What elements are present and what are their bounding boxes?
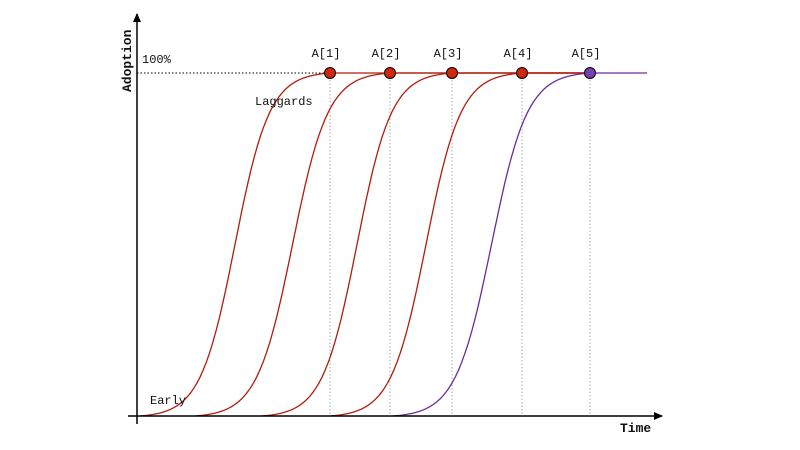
milestone-label: A[3] xyxy=(434,47,463,61)
milestone-label: A[2] xyxy=(372,47,401,61)
adoption-curve xyxy=(392,72,647,417)
milestone-marker xyxy=(516,67,528,79)
milestone-label: A[5] xyxy=(572,47,601,61)
milestone-marker xyxy=(324,67,336,79)
full-label: 100% xyxy=(142,53,172,67)
early-label: Early xyxy=(150,394,186,408)
markers: A[1] A[2] A[3] A[4] A[5] xyxy=(312,47,601,79)
adoption-curve xyxy=(329,72,590,417)
adoption-curve xyxy=(261,72,590,417)
milestone-marker xyxy=(584,67,596,79)
milestone-label: A[1] xyxy=(312,47,341,61)
adoption-curve xyxy=(139,72,590,417)
x-axis-label: Time xyxy=(620,421,651,436)
milestone-label: A[4] xyxy=(504,47,533,61)
y-axis-label: Adoption xyxy=(120,29,135,92)
guides xyxy=(329,73,591,416)
laggards-label: Laggards xyxy=(255,95,313,109)
milestone-marker xyxy=(446,67,458,79)
milestone-marker xyxy=(384,67,396,79)
adoption-curve xyxy=(194,72,590,417)
curves xyxy=(139,72,647,417)
